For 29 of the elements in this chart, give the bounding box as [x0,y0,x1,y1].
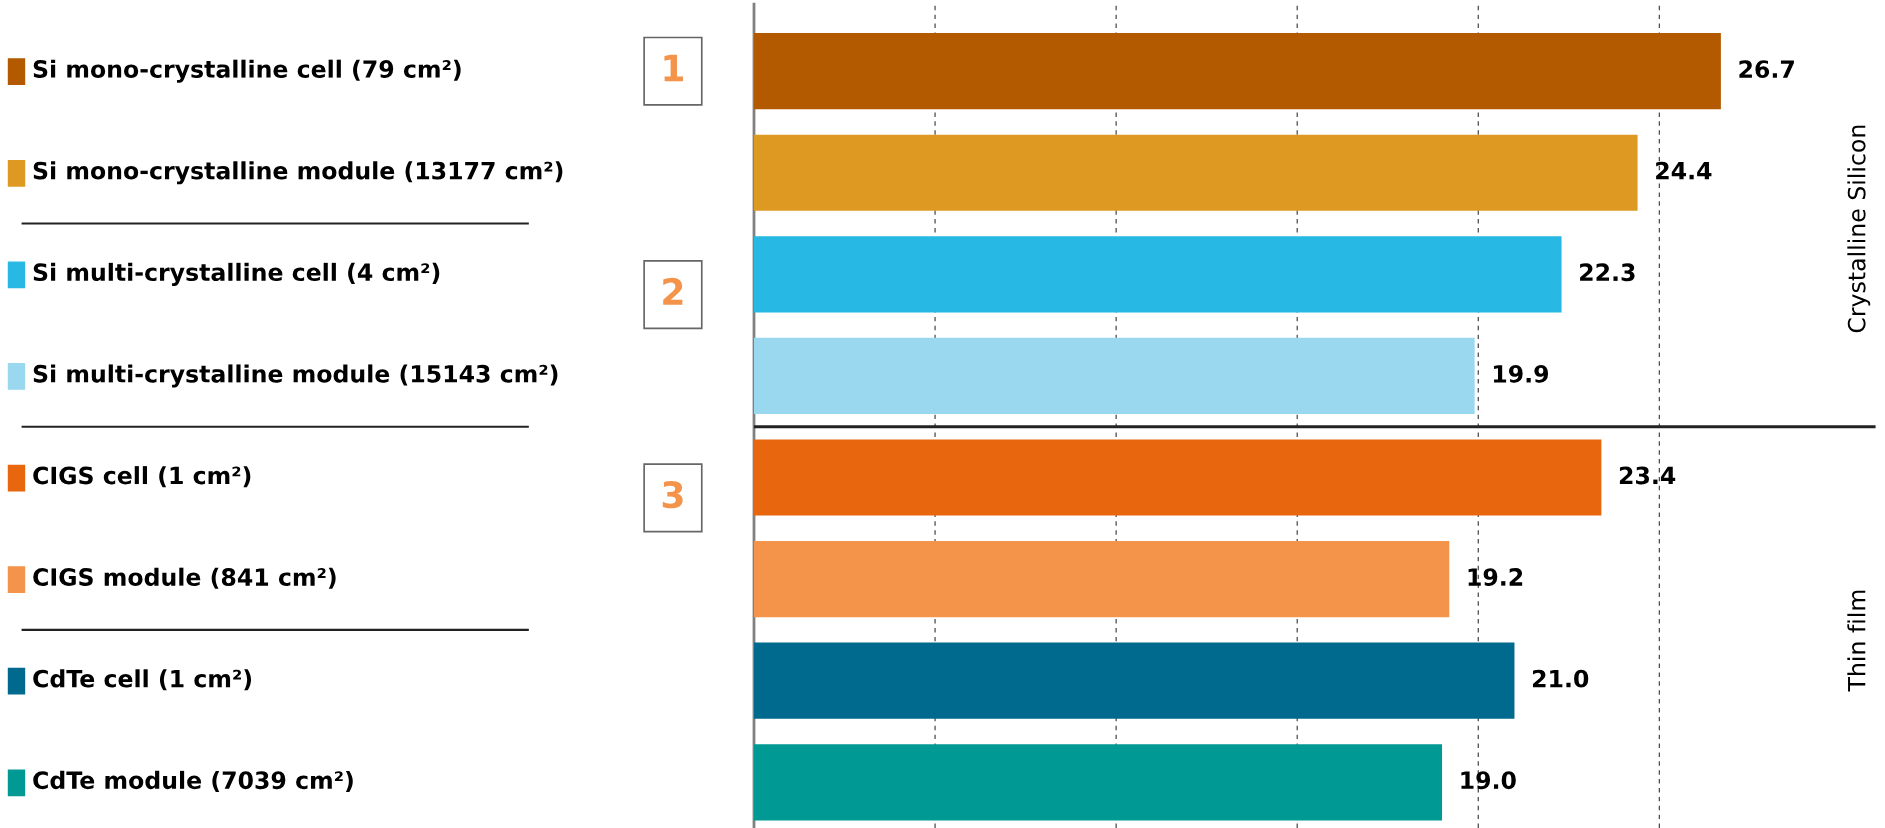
bar [754,541,1450,618]
bar [754,744,1443,821]
data-label: 21.0 [1533,669,1589,688]
y-tick-label: Si multi-crystalline module (15143 cm²) [33,364,558,388]
text: Thin film [1847,590,1866,692]
y-tick-label: CdTe module (7039 cm²) [33,770,353,792]
text: 3 [662,481,683,509]
bar [754,33,1721,110]
y-tick-label: CIGS cell (1 cm²) [33,466,251,488]
y-tick-label: Si multi-crystalline cell (4 cm²) [33,262,440,286]
y-tick-label: CdTe cell (1 cm²) [33,669,252,691]
text: 2 [663,277,683,305]
data-label: 23.4 [1619,466,1676,485]
bar [754,134,1638,211]
data-label: 19.9 [1493,364,1549,383]
text: Crystalline Silicon [1847,125,1871,333]
bar [754,439,1602,516]
bar [754,337,1475,415]
y-tick-label: CIGS module (841 cm²) [33,567,336,589]
y-tick-label: Si mono-crystalline module (13177 cm²) [33,161,563,185]
y-tick-label: Si mono-crystalline cell (79 cm²) [33,59,461,83]
data-label: 24.4 [1656,161,1712,180]
text: 1 [664,54,684,82]
bar [754,642,1515,719]
data-label: 19.2 [1468,568,1523,586]
bar [754,236,1562,313]
data-label: 22.3 [1580,263,1635,282]
data-label: 26.7 [1739,60,1794,79]
data-label: 19.0 [1461,771,1516,790]
